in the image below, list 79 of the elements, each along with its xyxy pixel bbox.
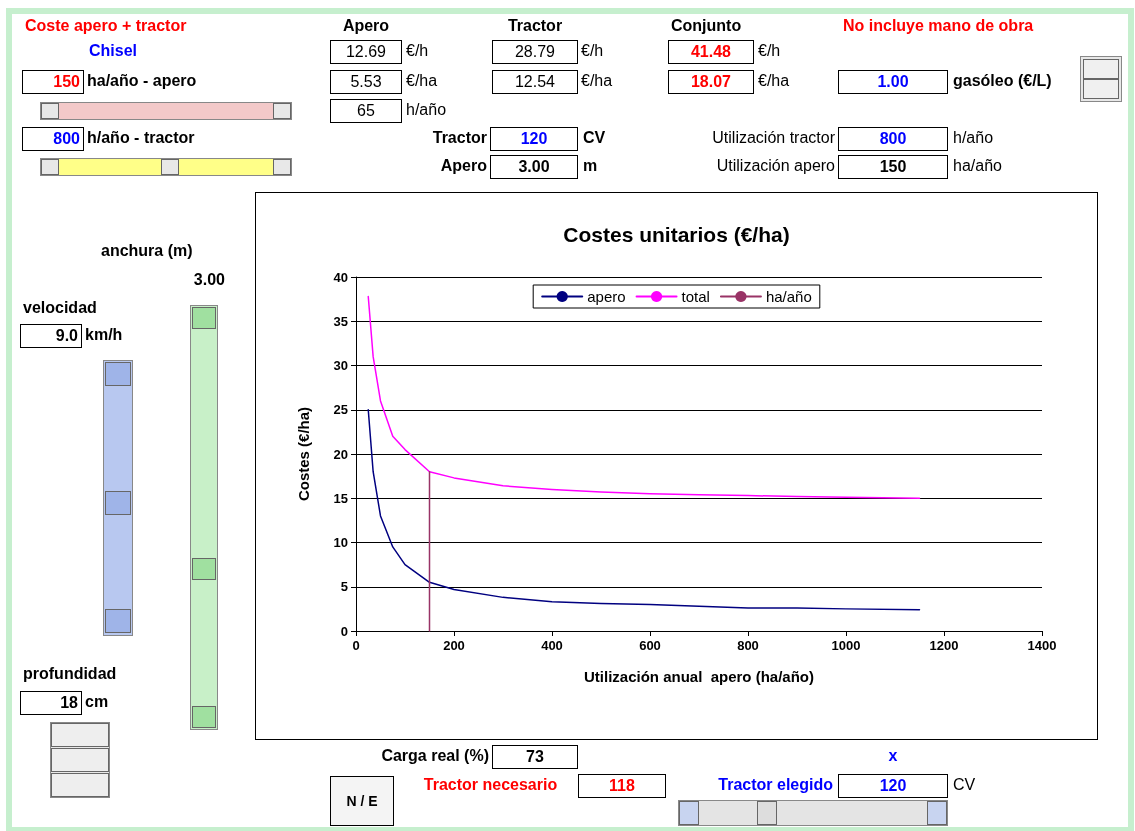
text: 3.00: [490, 155, 578, 179]
text: h/año: [405, 100, 448, 120]
text: 9.0: [20, 324, 82, 348]
x-tick-label: 200: [443, 638, 465, 653]
text: 150: [22, 70, 84, 94]
x-axis-title: Utilización anual apero (ha/año): [583, 668, 815, 685]
y-tick-label: 40: [333, 269, 348, 285]
text: 5.53: [330, 70, 402, 94]
text: 120: [838, 774, 948, 798]
text: cm: [84, 692, 110, 712]
line-series: [367, 409, 921, 611]
text: Tractor necesario: [422, 775, 559, 795]
text: No incluye mano de obra: [842, 16, 1035, 36]
text: €/ha: [757, 71, 791, 91]
text: 18: [20, 691, 82, 715]
text: 73: [492, 745, 578, 769]
text: 120: [490, 127, 578, 151]
text: 12.69: [330, 40, 402, 64]
text: Tractor: [506, 16, 564, 36]
y-tick-label: 35: [333, 313, 348, 329]
text: 118: [578, 774, 666, 798]
text: CV: [952, 775, 977, 795]
x-tick-label: 400: [541, 638, 563, 653]
text: ha/año - apero: [86, 71, 198, 91]
text: Apero: [439, 156, 488, 176]
text: 800: [838, 127, 948, 151]
x-tick-label: 600: [639, 638, 661, 653]
text: 1.00: [838, 70, 948, 94]
text: Apero: [341, 16, 391, 36]
text: anchura (m): [100, 241, 194, 261]
text: N / E: [330, 776, 394, 826]
text: 3.00: [192, 270, 226, 290]
text: 41.48: [668, 40, 754, 64]
text: h/año - tractor: [86, 128, 196, 148]
text: m: [582, 156, 599, 176]
text: 28.79: [492, 40, 578, 64]
text: velocidad: [22, 298, 98, 318]
y-tick-label: 0: [340, 623, 348, 639]
x-tick-label: 1200: [929, 638, 959, 653]
text: h/año: [952, 128, 995, 148]
text: 12.54: [492, 70, 578, 94]
text: Conjunto: [670, 16, 743, 36]
y-tick-label: 10: [333, 535, 348, 550]
y-tick-label: 30: [333, 358, 348, 373]
text: 800: [22, 127, 84, 151]
y-axis-title: Costes (€/ha): [295, 406, 312, 502]
legend-label: apero: [587, 288, 626, 305]
chart-title: Costes unitarios (€/ha): [563, 223, 790, 246]
x-tick-label: 800: [737, 638, 759, 653]
text: 18.07: [668, 70, 754, 94]
text: ha/año: [952, 156, 1003, 176]
text: €/h: [580, 41, 605, 61]
text: 150: [838, 155, 948, 179]
text: Utilización tractor: [711, 128, 836, 148]
text: gasóleo (€/L): [952, 71, 1053, 91]
text: profundidad: [22, 664, 118, 684]
y-tick-label: 5: [340, 579, 348, 595]
y-tick-label: 25: [333, 402, 348, 418]
text: Tractor: [431, 128, 488, 148]
text: Coste apero + tractor: [24, 16, 188, 36]
text: Tractor elegido: [717, 775, 834, 795]
y-tick-label: 20: [333, 446, 348, 462]
text: Chisel: [88, 41, 138, 61]
text: €/ha: [405, 71, 439, 91]
text: €/h: [757, 41, 782, 61]
legend-label: ha/año: [765, 288, 812, 305]
text: €/h: [405, 41, 430, 61]
text: km/h: [84, 325, 124, 345]
text: 65: [330, 99, 402, 123]
x-tick-label: 0: [352, 638, 360, 653]
x-tick-label: 1000: [831, 638, 861, 653]
text: €/ha: [580, 71, 614, 91]
text: x: [887, 746, 899, 766]
legend-label: total: [681, 288, 710, 305]
text: CV: [582, 128, 607, 148]
text: Utilización apero: [715, 156, 836, 176]
text: Carga real (%): [380, 746, 490, 766]
y-tick-label: 15: [333, 490, 348, 506]
x-tick-label: 1400: [1027, 638, 1057, 653]
